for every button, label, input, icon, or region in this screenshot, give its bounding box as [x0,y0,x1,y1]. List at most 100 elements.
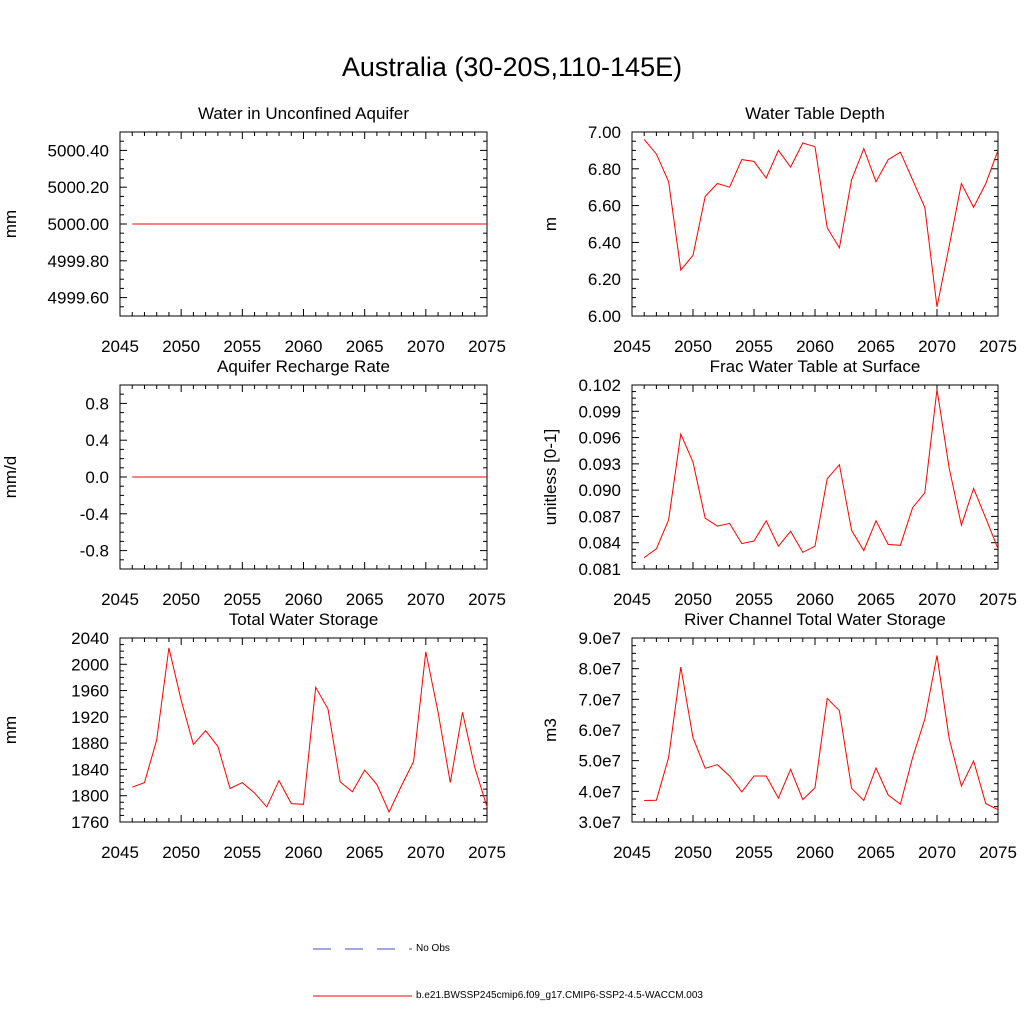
plot-frame-5 [119,637,488,823]
chart-title-5: Total Water Storage [229,610,379,629]
y-tick-label: 1840 [71,760,109,779]
y-tick-label: 0.090 [578,481,621,500]
y-tick-label: 6.60 [588,197,621,216]
y-tick-label: 6.00 [588,307,621,326]
x-tick-label: 2065 [857,843,895,862]
x-tick-label: 2070 [407,337,445,356]
chart-title-3: Aquifer Recharge Rate [217,357,390,376]
y-tick-label: 2000 [71,655,109,674]
y-tick-label: 0.081 [578,560,621,579]
y-tick-label: 5000.20 [48,178,109,197]
y-tick-label: 0.093 [578,455,621,474]
chart-title-2: Water Table Depth [745,104,885,123]
panel-6: River Channel Total Water Storage m3 2045 2… [541,610,1017,862]
x-tick-label: 2055 [735,590,773,609]
x-tick-label: 2050 [674,590,712,609]
x-tick-label: 2055 [735,337,773,356]
x-tick-label: 2050 [162,337,200,356]
y-tick-label: 6.80 [588,160,621,179]
x-tick-label: 2060 [796,590,834,609]
series-line-6 [644,655,999,811]
x-tick-label: 2065 [346,843,384,862]
panel-4: Frac Water Table at Surface unitless [0-1… [541,357,1017,609]
x-tick-label: 2065 [346,590,384,609]
y-tick-label: 7.0e7 [578,690,621,709]
y-tick-label: 5000.00 [48,215,109,234]
panel-3: Aquifer Recharge Rate mm/d 2045 2050 2055 206… [1,357,506,609]
x-tick-label: 2065 [346,337,384,356]
panel-5: Total Water Storage mm 2045 2050 2055 2060 206… [1,610,506,862]
y-tick-label: 4.0e7 [578,782,621,801]
x-tick-label: 2070 [918,590,956,609]
y-tick-label: 6.20 [588,270,621,289]
y-tick-label: 2040 [71,629,109,648]
y-tick-label: 1800 [71,787,109,806]
y-tick-label: 4999.60 [48,289,109,308]
series-line-4 [643,389,999,559]
x-tick-label: 2045 [613,337,651,356]
y-tick-label: 1760 [71,813,109,832]
x-tick-label: 2070 [918,337,956,356]
x-tick-label: 2050 [162,590,200,609]
y-tick-label: 7.00 [588,123,621,142]
y-tick-label: 1880 [71,734,109,753]
x-tick-label: 2065 [857,337,895,356]
x-tick-label: 2070 [918,843,956,862]
y-tick-label: 4999.80 [48,252,109,271]
x-tick-label: 2070 [407,843,445,862]
y-tick-label: 9.0e7 [578,629,621,648]
y-axis-label-6: m3 [541,718,560,742]
y-tick-label: 6.40 [588,233,621,252]
chart-title-6: River Channel Total Water Storage [684,610,946,629]
y-tick-label: -0.8 [80,542,109,561]
panel-1: Water in Unconfined Aquifer mm 2045 2050 205… [1,104,506,356]
panel-2: Water Table Depth m 2045 2050 2055 2060 2065 20… [541,104,1017,356]
plot-frame-2 [631,131,999,317]
y-axis-label-2: m [541,217,560,231]
y-tick-label: 0.0 [85,468,109,487]
x-tick-label: 2045 [101,843,139,862]
x-tick-label: 2075 [468,337,506,356]
plot-frame-4 [631,384,999,570]
y-axis-label-4: unitless [0-1] [541,429,560,525]
y-tick-label: 0.8 [85,394,109,413]
plot-frame-6 [631,637,999,823]
x-tick-label: 2060 [285,590,323,609]
x-tick-label: 2045 [101,590,139,609]
x-tick-label: 2055 [223,590,261,609]
y-axis-label-1: mm [1,210,20,238]
x-tick-label: 2075 [468,590,506,609]
y-tick-label: 5000.40 [48,141,109,160]
x-tick-label: 2045 [613,843,651,862]
series-line-2 [643,139,999,307]
y-tick-label: 0.084 [578,534,621,553]
y-tick-label: 0.087 [578,507,621,526]
x-tick-label: 2055 [223,843,261,862]
y-tick-label: 0.096 [578,429,621,448]
y-tick-label: 1960 [71,682,109,701]
chart-title-4: Frac Water Table at Surface [710,357,921,376]
x-tick-label: 2075 [468,843,506,862]
x-tick-label: 2055 [223,337,261,356]
x-tick-label: 2050 [162,843,200,862]
chart-title-1: Water in Unconfined Aquifer [198,104,409,123]
y-tick-label: 0.099 [578,402,621,421]
x-tick-label: 2075 [979,843,1017,862]
x-tick-label: 2060 [796,843,834,862]
y-axis-label-3: mm/d [1,456,20,499]
y-tick-label: 3.0e7 [578,813,621,832]
y-tick-label: 0.102 [578,376,621,395]
y-tick-label: 5.0e7 [578,752,621,771]
x-tick-label: 2055 [735,843,773,862]
x-tick-label: 2075 [979,590,1017,609]
y-axis-label-5: mm [1,716,20,744]
x-tick-label: 2075 [979,337,1017,356]
series-line-5 [132,647,488,814]
x-tick-label: 2050 [674,843,712,862]
x-tick-label: 2065 [857,590,895,609]
y-tick-label: 8.0e7 [578,660,621,679]
x-tick-label: 2060 [285,843,323,862]
y-tick-label: -0.4 [80,505,109,524]
y-tick-label: 6.0e7 [578,721,621,740]
